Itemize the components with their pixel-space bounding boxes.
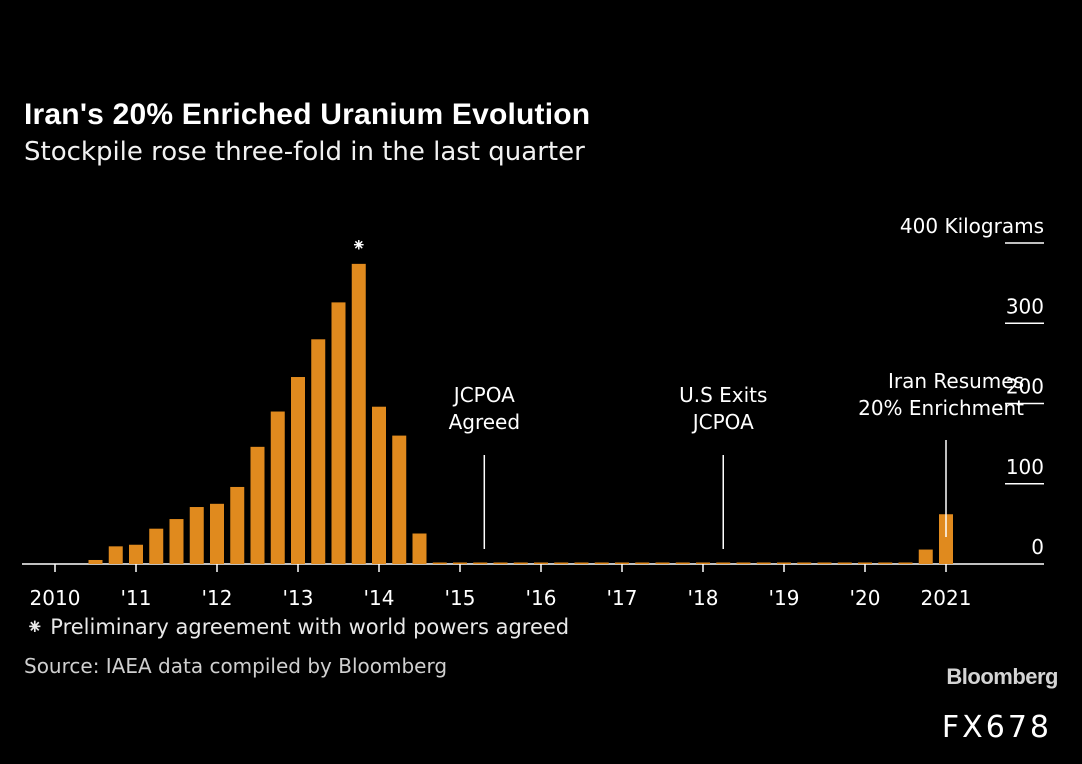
bar-zero [432,562,447,564]
y-tick-label: 0 [1031,535,1044,559]
bar [210,503,224,564]
bar-zero [635,562,650,564]
bar [392,435,407,564]
source-note: Source: IAEA data compiled by Bloomberg [24,654,448,678]
bar [88,559,103,564]
bar [351,263,366,564]
x-tick-label: '11 [121,586,152,610]
bar-zero [797,562,812,564]
x-tick-label: 2021 [921,586,972,610]
bar [250,446,265,564]
bar-zero [858,562,872,564]
bar [311,339,326,564]
y-tick-label: 200 [1006,375,1044,399]
x-tick-label: 2010 [30,586,81,610]
bar [412,533,427,564]
x-tick-label: '12 [202,586,233,610]
bar-zero [655,562,670,564]
x-axis: 2010 '11 '12 '13 '14 '15 '16 '17 '18 '19 '20 2021 [30,564,972,610]
bar [189,507,204,564]
bar [291,377,305,564]
x-tick-label: '15 [445,586,476,610]
watermark-code: FX678 [941,710,1052,745]
bar [169,519,184,564]
bar [108,546,123,564]
annotation-text: JCPOA [452,383,515,407]
bar-zero [554,562,569,564]
bar [372,406,386,564]
bar-zero [898,562,913,564]
x-tick-label: '20 [850,586,881,610]
bar-zero [513,562,528,564]
bar [149,528,164,564]
y-tick-label: 400 Kilograms [900,214,1044,238]
x-tick-label: '13 [283,586,314,610]
y-tick-label: 300 [1006,294,1044,318]
bar-series: ⁕ [88,235,953,564]
bloomberg-logo: Bloomberg [946,664,1058,689]
annotation-text: JCPOA [691,410,754,434]
x-tick-label: '19 [769,586,800,610]
bar-zero [777,562,791,564]
bar [939,514,953,564]
bar-zero [675,562,690,564]
y-tick-label: 100 [1006,455,1044,479]
y-axis: 0 100 200 300 400 Kilograms [900,214,1044,559]
x-tick-label: '16 [526,586,557,610]
bar-zero [493,562,508,564]
bar-zero [716,562,731,564]
bar-zero [817,562,832,564]
bar-zero [837,562,852,564]
bar-zero [878,562,893,564]
x-tick-label: '18 [688,586,719,610]
bar-zero [736,562,751,564]
footnote: ⁕ Preliminary agreement with world power… [26,615,570,639]
bar-zero [594,562,609,564]
bar [270,411,285,564]
x-tick-label: '14 [364,586,395,610]
bar-marker: ⁕ [351,235,366,256]
annotation-text: 20% Enrichment [858,396,1024,420]
bar-zero [756,562,771,564]
chart-title: Iran's 20% Enriched Uranium Evolution [24,98,591,131]
bar-zero [453,562,467,564]
bar [230,486,245,564]
annotations: JCPOA Agreed U.S Exits JCPOA Iran Resumes 20%… [449,369,1024,549]
bar-zero [534,562,548,564]
x-tick-label: '17 [607,586,638,610]
annotation-text: U.S Exits [679,383,767,407]
bar [331,302,346,564]
bar-zero [696,562,710,564]
annotation-text: Iran Resumes [888,369,1024,393]
bar-zero [615,562,629,564]
bar [129,544,143,564]
bar [918,549,933,564]
bar-zero [574,562,589,564]
bar-zero [473,562,488,564]
annotation-text: Agreed [449,410,520,434]
chart-subtitle: Stockpile rose three-fold in the last qu… [24,137,585,167]
